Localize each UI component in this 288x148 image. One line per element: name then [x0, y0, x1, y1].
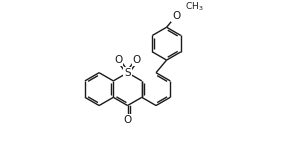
- Text: O: O: [172, 11, 180, 21]
- Text: O: O: [114, 55, 123, 65]
- Text: O: O: [132, 55, 141, 65]
- Text: O: O: [124, 115, 132, 125]
- Text: S: S: [124, 68, 131, 78]
- Text: CH$_3$: CH$_3$: [185, 0, 203, 13]
